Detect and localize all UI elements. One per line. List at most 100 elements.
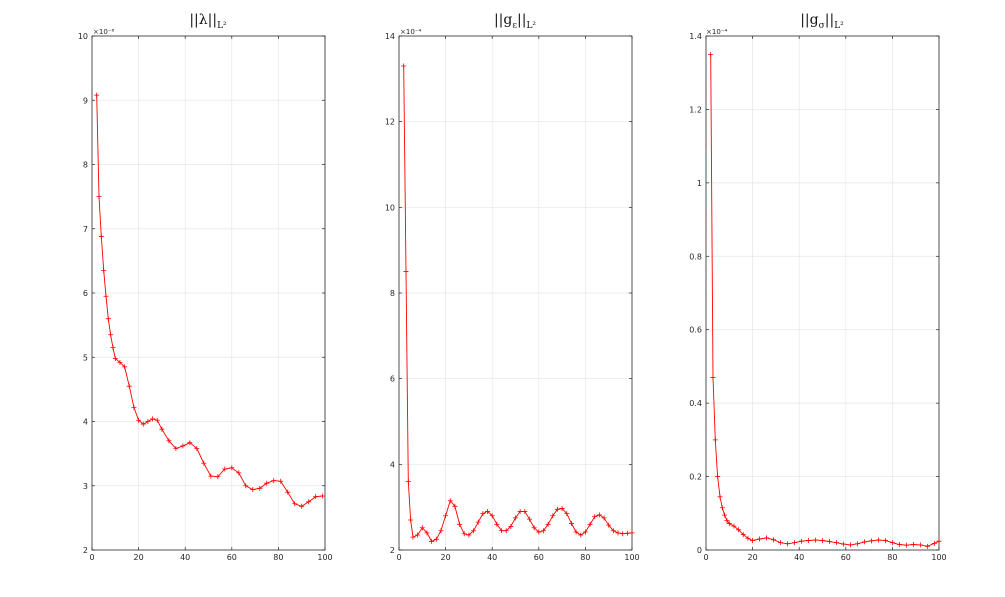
subplot-g-sigma-data-point xyxy=(726,521,732,527)
subplot-g-sigma-data-point xyxy=(792,540,798,546)
subplot-g-epsilon: 0 20 40 60 80 100 2 4 6 8 10 12 14 ||gε||L² ×10⁻⁴ xyxy=(385,12,640,562)
subplot-g-sigma-data-point xyxy=(757,536,763,542)
subplot-lambda: 0 20 40 60 80 100 2 3 4 5 6 7 8 9 10 ||λ||L² ×10⁻⁶ xyxy=(78,12,333,562)
subplot-g-epsilon-data-point xyxy=(429,538,435,544)
subplot-g-sigma-data-point xyxy=(785,541,791,547)
subplot-lambda-x-tick-label: 80 xyxy=(273,553,283,562)
subplot-g-sigma-title: ||gσ||L² xyxy=(800,12,844,31)
subplot-lambda-data-point xyxy=(94,92,100,98)
subplot-g-epsilon-data-point xyxy=(485,508,491,514)
subplot-g-epsilon-y-tick-label: 4 xyxy=(390,460,395,469)
subplot-g-epsilon-data-point xyxy=(615,530,621,536)
subplot-g-sigma-data-point xyxy=(910,541,916,547)
subplot-lambda-data-point xyxy=(222,466,228,472)
subplot-g-sigma-data-point xyxy=(806,537,812,543)
subplot-lambda-data-point xyxy=(126,383,132,389)
subplot-g-epsilon-x-tick-label: 40 xyxy=(487,553,497,562)
subplot-lambda-data-point xyxy=(101,268,107,274)
subplot-g-epsilon-data-point xyxy=(466,532,472,538)
subplot-g-epsilon-x-tick-label: 0 xyxy=(396,553,401,562)
subplot-g-epsilon-data-point xyxy=(443,513,449,519)
subplot-g-sigma-y-tick-label: 1.4 xyxy=(689,32,702,41)
subplot-lambda-data-point xyxy=(194,445,200,451)
subplot-g-epsilon-data-point xyxy=(568,520,574,526)
subplot-g-sigma-data-point xyxy=(917,542,923,548)
subplot-g-sigma-data-point xyxy=(745,535,751,541)
subplot-g-sigma-y-tick-label: 0.2 xyxy=(689,473,702,482)
subplot-lambda-data-point xyxy=(271,478,277,484)
subplot-g-epsilon-data-point xyxy=(606,522,612,528)
subplot-lambda-title: ||λ||L² xyxy=(189,12,227,31)
subplot-g-epsilon-y-tick-label: 14 xyxy=(385,32,395,41)
subplot-g-epsilon-data-point xyxy=(526,516,532,522)
subplot-lambda-data-point xyxy=(264,480,270,486)
subplot-lambda-data-point xyxy=(236,470,242,476)
subplot-g-sigma-data-point xyxy=(854,541,860,547)
subplot-lambda-y-tick-label: 2 xyxy=(83,546,88,555)
subplot-lambda-data-point xyxy=(108,332,114,338)
subplot-lambda-data-point xyxy=(180,443,186,449)
subplot-g-sigma-data-point xyxy=(896,541,902,547)
subplot-g-epsilon-x-tick-label: 20 xyxy=(441,553,451,562)
subplot-g-epsilon-data-point xyxy=(531,525,537,531)
subplot-g-epsilon-data-point xyxy=(508,523,514,529)
subplot-g-sigma-y-tick-label: 0 xyxy=(697,546,702,555)
subplot-g-epsilon-x-tick-label: 60 xyxy=(534,553,544,562)
subplot-g-epsilon-data-point xyxy=(401,63,407,69)
subplot-g-sigma-data-point xyxy=(722,512,728,518)
subplot-g-epsilon-data-point xyxy=(559,505,565,511)
subplot-g-sigma-x-tick-label: 20 xyxy=(748,553,758,562)
subplot-g-epsilon-data-point xyxy=(554,506,560,512)
subplot-g-epsilon-data-point xyxy=(480,511,486,517)
subplot-g-sigma-x-tick-label: 0 xyxy=(703,553,708,562)
subplot-g-epsilon-data-point xyxy=(503,528,509,534)
subplot-g-sigma-data-point xyxy=(750,537,756,543)
subplot-g-sigma-data-point xyxy=(861,539,867,545)
subplot-g-epsilon-data-point xyxy=(517,508,523,514)
subplot-lambda-y-tick-label: 8 xyxy=(83,161,88,170)
subplot-lambda-y-tick-label: 7 xyxy=(83,225,88,234)
subplot-g-epsilon-data-point xyxy=(405,478,411,484)
subplot-g-sigma-y-tick-label: 0.8 xyxy=(689,252,702,261)
subplot-g-sigma-data-point xyxy=(826,539,832,545)
subplot-lambda-data-point xyxy=(112,356,118,362)
subplot-g-sigma-plot-area xyxy=(706,36,939,550)
subplot-lambda-data-point xyxy=(257,485,263,491)
subplot-lambda-y-tick-label: 6 xyxy=(83,289,88,298)
subplot-g-epsilon-data-point xyxy=(410,534,416,540)
subplot-g-sigma-data-point xyxy=(717,494,723,500)
subplot-g-epsilon-exponent: ×10⁻⁴ xyxy=(400,28,421,36)
subplot-lambda-data-point xyxy=(208,473,214,479)
subplot-lambda-data-point xyxy=(250,487,256,493)
subplot-g-epsilon-x-tick-label: 80 xyxy=(580,553,590,562)
subplot-g-sigma-data-point xyxy=(868,538,874,544)
subplot-g-sigma-data-point xyxy=(924,543,930,549)
subplot-lambda-data-point xyxy=(285,489,291,495)
subplot-g-sigma-data-point xyxy=(771,537,777,543)
subplot-g-epsilon-data-point xyxy=(433,536,439,542)
subplot-g-epsilon-data-point xyxy=(494,521,500,527)
subplot-g-sigma-x-tick-label: 60 xyxy=(841,553,851,562)
subplot-lambda-data-point xyxy=(173,445,179,451)
subplot-lambda-data-point xyxy=(154,417,160,423)
subplot-g-epsilon-y-tick-label: 6 xyxy=(390,375,395,384)
subplot-lambda-x-tick-label: 100 xyxy=(317,553,332,562)
subplot-g-epsilon-y-tick-label: 8 xyxy=(390,289,395,298)
subplot-g-epsilon-data-point xyxy=(545,521,551,527)
subplot-lambda-data-point xyxy=(215,474,221,480)
subplot-lambda-data-point xyxy=(105,316,111,322)
subplot-g-sigma-exponent: ×10⁻⁴ xyxy=(706,28,727,36)
subplot-g-sigma-data-point xyxy=(740,532,746,538)
subplot-g-sigma-data-point xyxy=(710,374,716,380)
subplot-lambda-y-tick-label: 10 xyxy=(78,32,88,41)
subplot-g-epsilon-data-point xyxy=(499,528,505,534)
subplot-g-epsilon-data-point xyxy=(601,515,607,521)
subplot-lambda-y-tick-label: 9 xyxy=(83,96,88,105)
subplot-g-epsilon-y-tick-label: 2 xyxy=(390,546,395,555)
subplot-g-epsilon-data-point xyxy=(471,528,477,534)
subplot-lambda-y-tick-label: 5 xyxy=(83,353,88,362)
subplot-g-sigma-data-point xyxy=(719,505,725,511)
subplot-g-epsilon-data-point xyxy=(592,514,598,520)
subplot-g-sigma-data-point xyxy=(778,540,784,546)
subplot-g-epsilon-data-point xyxy=(573,529,579,535)
